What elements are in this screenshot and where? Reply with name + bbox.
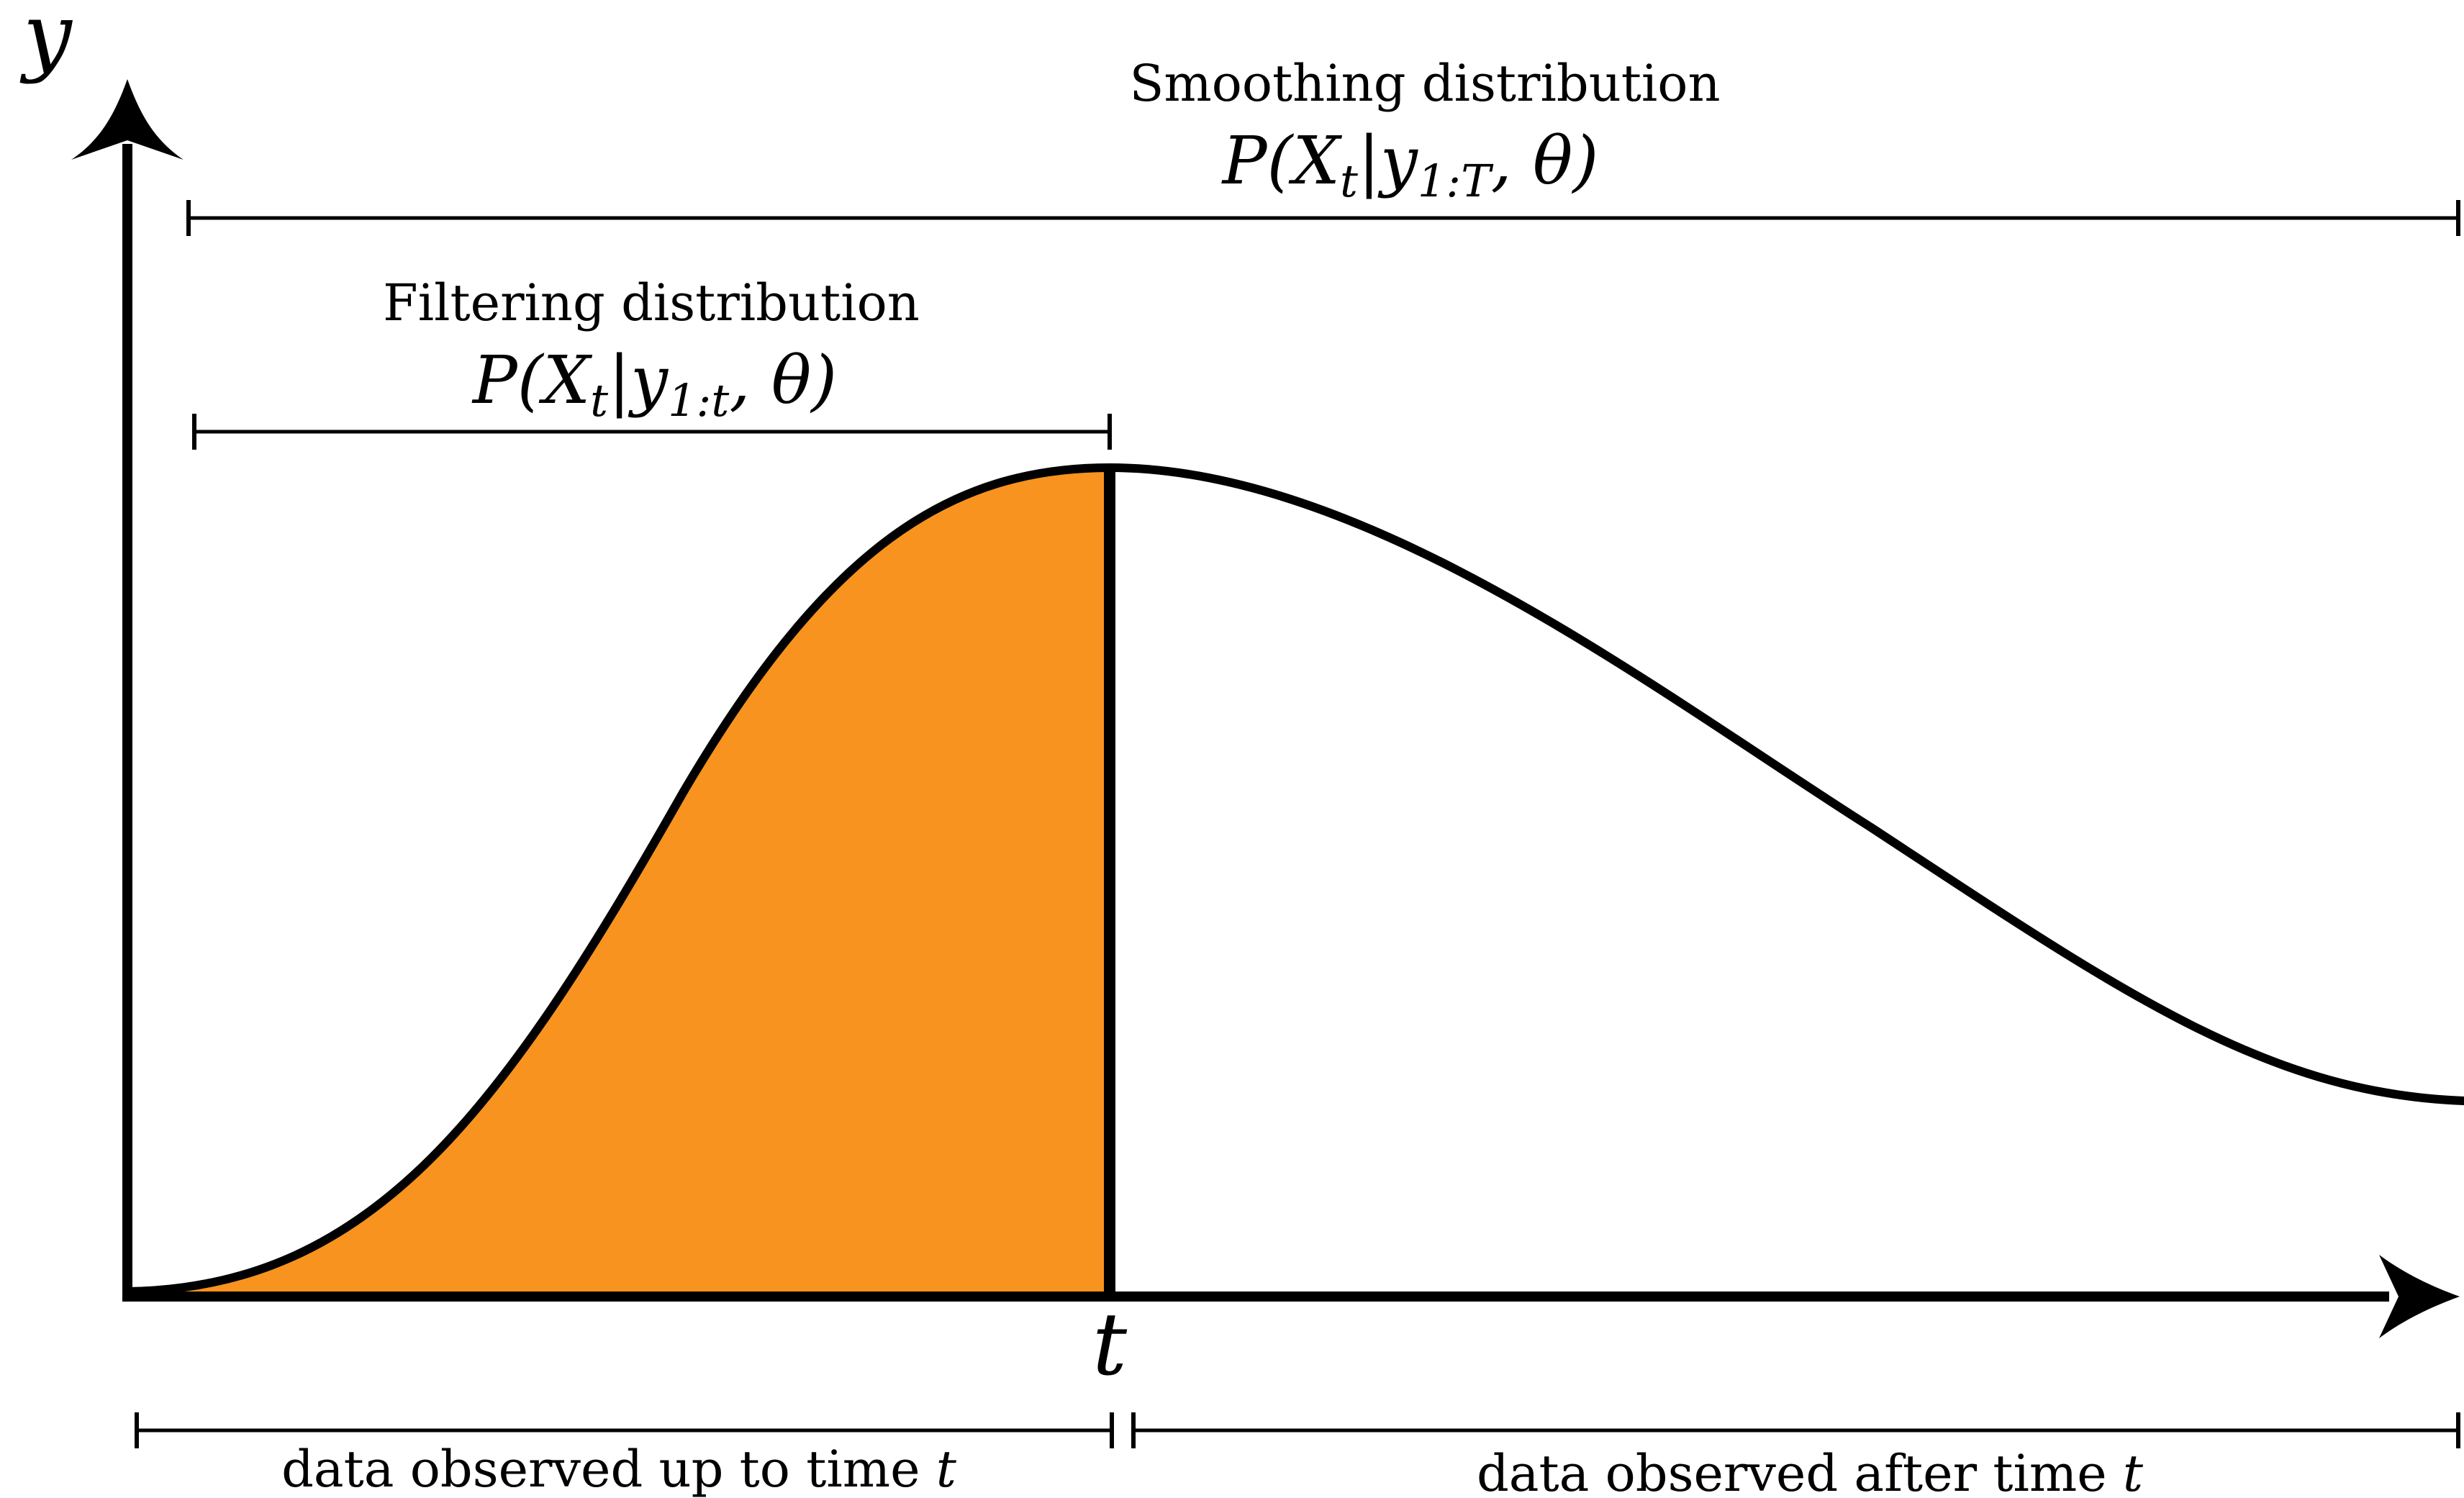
observed-after-t-var: t [2123,1444,2144,1498]
filtering-bracket [192,414,1112,450]
filtered-area [127,468,1110,1295]
observed-after-t-label: data observed after time t [1477,1444,2144,1498]
smoothing-bracket [186,200,2460,236]
smoothing-formula-sub: t [1340,155,1358,207]
filtering-formula-sub: t [590,374,608,427]
smoothing-formula: P(Xt|y1:T, θ) [1221,122,1599,207]
filtering-formula-bar: |y [608,342,669,419]
filtering-formula-open: P(X [471,342,593,419]
x-axis-arrowhead [2379,1255,2460,1338]
observed-up-to-t-text: data observed up to time [281,1440,936,1498]
smoothing-formula-sub2: 1:T [1418,155,1494,207]
filtering-formula-sub2: 1:t [668,374,729,427]
observed-after-t-text: data observed after time [1477,1444,2123,1498]
smoothing-formula-open: P(X [1221,122,1343,199]
smoothing-formula-close: , θ) [1491,122,1599,199]
x-tick-label-t: t [1092,1295,1128,1395]
filtering-title: Filtering distribution [383,273,920,332]
smoothing-title: Smoothing distribution [1129,54,1720,113]
observed-up-to-t-var: t [936,1440,957,1498]
observed-up-to-t-bracket [135,1412,1114,1448]
smoothing-formula-bar: |y [1358,122,1418,199]
y-axis-label: y [19,0,73,86]
y-axis-arrowhead [71,79,184,160]
observed-up-to-t-label: data observed up to time t [281,1440,957,1498]
filtering-formula-close: , θ) [729,342,837,419]
observed-after-t-bracket [1131,1412,2460,1448]
filtering-formula: P(Xt|y1:t, θ) [471,342,837,427]
